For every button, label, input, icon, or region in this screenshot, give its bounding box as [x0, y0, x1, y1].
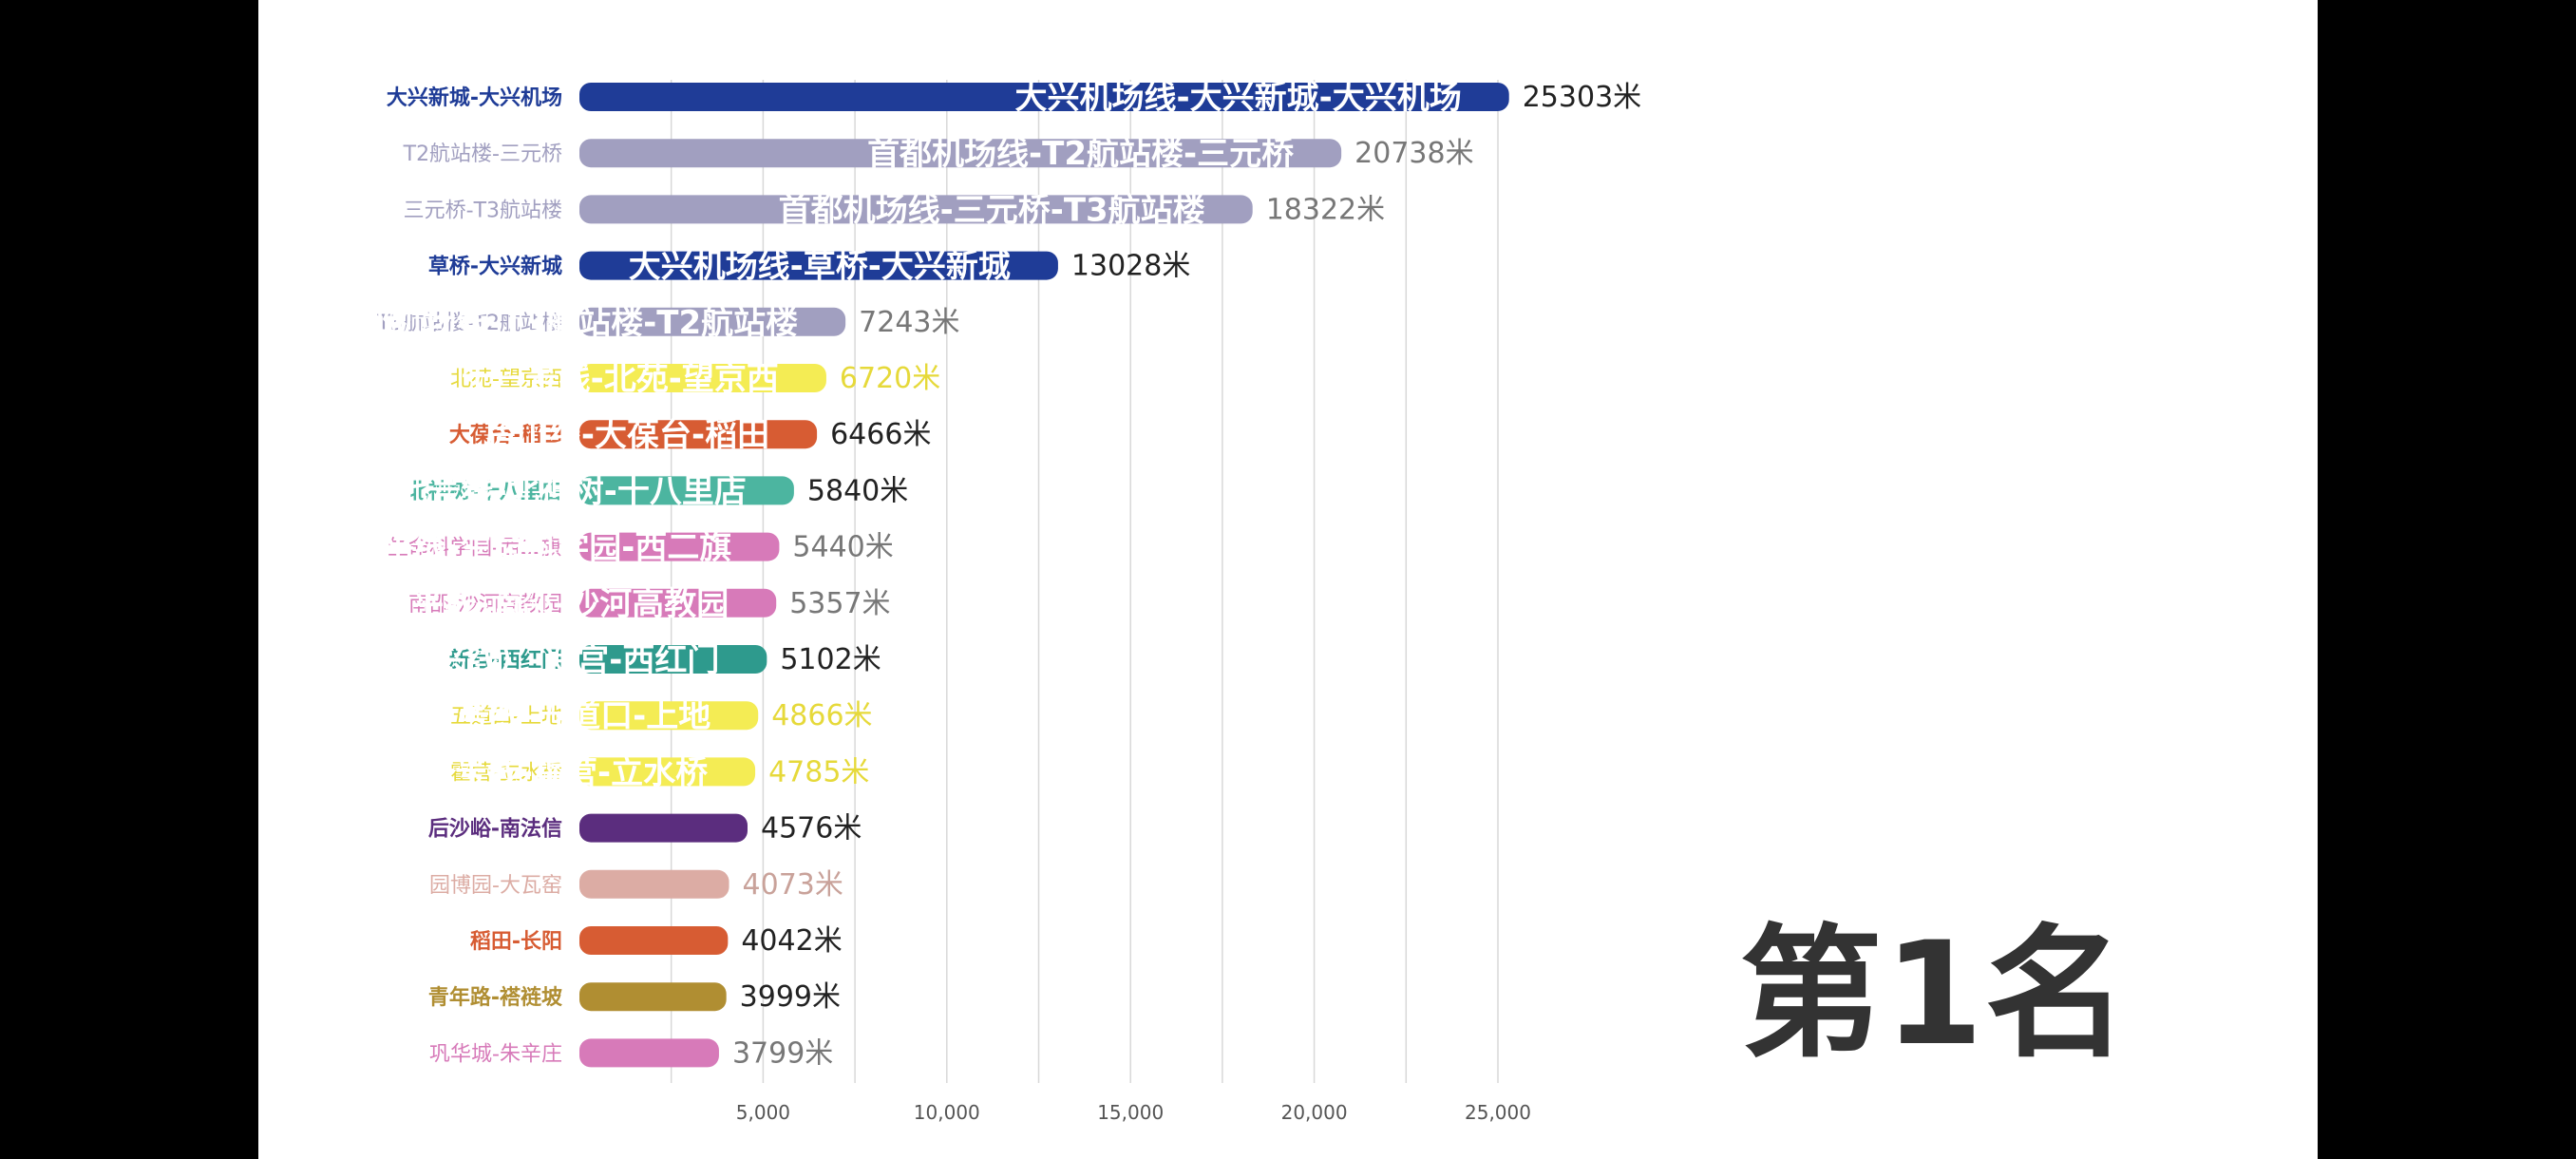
category-label: 后沙峪-南法信 — [428, 817, 562, 842]
category-label: T2航站楼-三元桥 — [403, 142, 562, 166]
bar — [579, 1038, 719, 1068]
bar-chart: 大兴新城-大兴机场 大兴机场线-大兴新城-大兴机场 25303米T2航站楼-三元桥首… — [273, 79, 1641, 1124]
bar-line-name: 昌平线-南邵-沙河高教园 — [379, 585, 729, 623]
value-label: 20738米 — [1354, 137, 1473, 170]
bar-line-name: 十三号线-霍营-立水桥 — [390, 753, 708, 791]
bar — [579, 982, 727, 1012]
value-label: 5357米 — [789, 587, 890, 620]
bar — [579, 645, 767, 674]
category-label: 园博园-大瓦窑 — [429, 874, 562, 898]
category-label: 草桥-大兴新城 — [428, 255, 562, 279]
category-label: 巩华城-朱辛庄 — [429, 1042, 562, 1066]
bar — [579, 307, 846, 336]
bar-line-name: 十七号线-北神树-十八里店 — [365, 472, 747, 510]
bar-line-name: 房山线-大葆台-稻田 — [484, 416, 769, 454]
bar — [579, 757, 756, 787]
bar-line-name: 四号线（大兴线）-新宫-西红门 — [273, 641, 719, 679]
bar-line-name: 首都机场线-T2航站楼-三元桥 — [867, 135, 1294, 173]
value-label: 5440米 — [792, 531, 893, 564]
value-label: 4866米 — [771, 699, 872, 732]
category-label: 大兴新城-大兴机场 — [387, 86, 562, 110]
bar — [579, 869, 729, 899]
bar — [579, 195, 1253, 224]
bar — [579, 83, 1509, 111]
value-label: 5840米 — [807, 474, 908, 507]
bar-line-name: 十三号线-北苑-望京西 — [462, 360, 779, 398]
bar — [579, 532, 780, 561]
category-label: 生命科学园-西二旗 — [388, 537, 562, 560]
rank-label: 第1名 — [1739, 912, 2130, 1077]
bar-line-name: 大兴机场线-大兴新城-大兴机场 — [1014, 79, 1461, 117]
value-label: 7243米 — [859, 306, 959, 339]
bar — [579, 139, 1342, 168]
category-label: 青年路-褡裢坡 — [428, 985, 562, 1010]
category-label: 北神树-十八里店 — [407, 479, 562, 504]
bar-line-name: 大兴机场线-草桥-大兴新城 — [629, 248, 1011, 286]
value-label: 25303米 — [1523, 81, 1641, 114]
value-label: 5102米 — [780, 643, 881, 676]
x-tick-label: 15,000 — [1097, 1101, 1164, 1124]
bar — [579, 476, 794, 505]
bar — [579, 926, 729, 955]
value-label: 6720米 — [840, 362, 940, 395]
chart-panel: 大兴新城-大兴机场 大兴机场线-大兴新城-大兴机场 25303米 T2航站楼-三元桥首… — [258, 0, 2318, 1159]
bar — [579, 813, 748, 843]
value-label: 6466米 — [830, 418, 931, 451]
bar — [579, 251, 1058, 280]
category-label: 霍营-立水桥 — [450, 761, 562, 785]
category-label: 三元桥-T3航站楼 — [404, 199, 562, 222]
x-tick-label: 5,000 — [736, 1101, 790, 1124]
category-label: 北苑-望京西 — [450, 368, 562, 391]
category-label: 大葆台-稻田 — [449, 423, 562, 447]
value-label: 3799米 — [732, 1036, 833, 1070]
bar — [579, 701, 759, 731]
bar-line-name: 昌平线-生命科学园-西二旗 — [350, 529, 731, 567]
category-label: 新宫-西红门 — [449, 648, 562, 673]
value-label: 3999米 — [740, 980, 841, 1014]
category-label: 南邵-沙河高教园 — [408, 593, 562, 617]
value-label: 18322米 — [1266, 193, 1385, 226]
bar-line-name: 首都机场线-三元桥-T3航站楼 — [779, 191, 1205, 229]
category-label: 五道口-上地 — [450, 705, 562, 729]
value-label: 13028米 — [1071, 250, 1190, 283]
bar — [579, 588, 777, 618]
category-label: 稻田-长阳 — [470, 930, 562, 954]
x-tick-label: 10,000 — [914, 1101, 980, 1124]
bar — [579, 364, 826, 392]
value-label: 4576米 — [761, 812, 862, 846]
bar-line-name: 首都机场线-T3航站楼-T2航站楼 — [327, 304, 798, 342]
bar-line-name: 十三号线-五道口-上地 — [393, 697, 710, 735]
value-label: 4785米 — [768, 755, 869, 788]
x-tick-label: 25,000 — [1465, 1101, 1531, 1124]
bar — [579, 420, 818, 449]
value-label: 4073米 — [743, 868, 843, 902]
category-label: T3航站楼-T2航站楼 — [376, 312, 562, 335]
x-tick-label: 20,000 — [1281, 1101, 1348, 1124]
value-label: 4042米 — [741, 924, 842, 958]
